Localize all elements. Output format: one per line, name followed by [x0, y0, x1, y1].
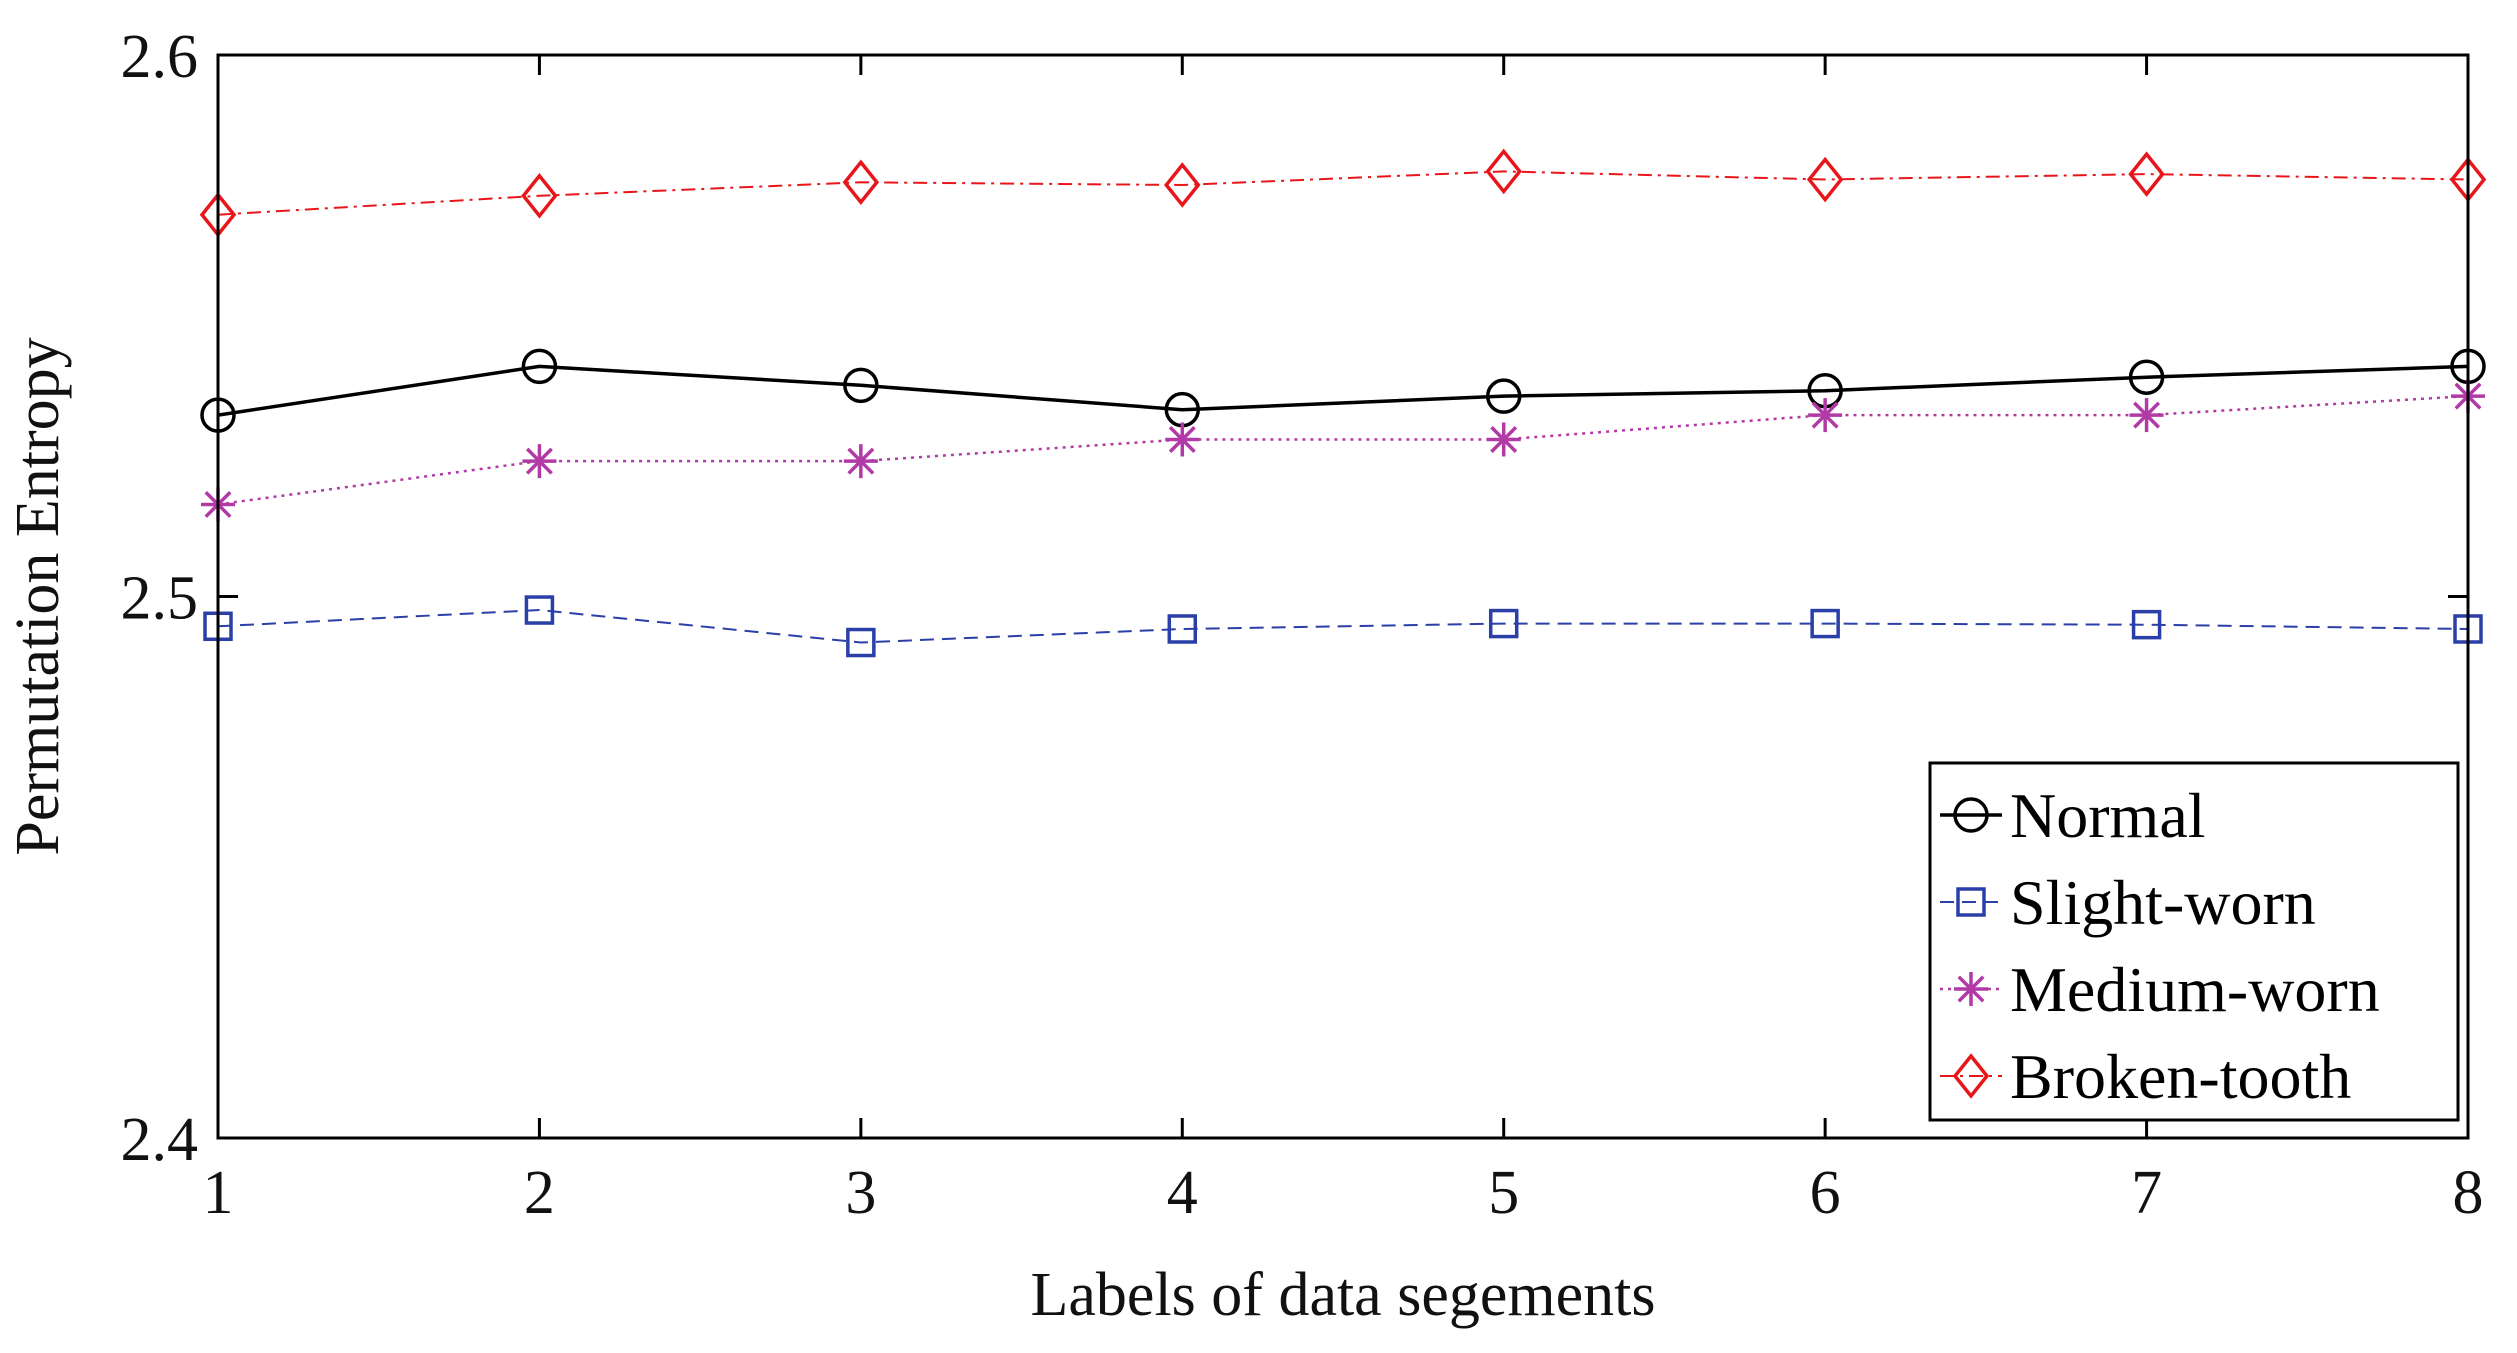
data-point-s3-4 [1165, 422, 1200, 457]
data-point-s2-5 [1488, 608, 1519, 639]
data-point-s2-7 [2131, 609, 2162, 640]
series-line-1 [217, 364, 2469, 417]
x-tick-label: 1 [203, 1159, 234, 1227]
data-point-s3-7 [2129, 398, 2164, 433]
series-line-4 [217, 170, 2469, 216]
series-4 [199, 148, 2487, 238]
data-point-s3-5 [1486, 422, 1521, 457]
y-tick-label: 2.6 [121, 23, 199, 91]
data-point-s4-6 [1806, 156, 1844, 203]
legend-item-4: Broken-tooth [1940, 1041, 2351, 1112]
y-tick-label: 2.4 [121, 1106, 199, 1174]
x-tick-label: 7 [2131, 1159, 2162, 1227]
data-point-s4-7 [2128, 151, 2165, 197]
data-point-s2-2 [524, 595, 555, 625]
y-tick-label: 2.5 [121, 565, 199, 633]
legend-label: Slight-worn [2010, 867, 2316, 938]
legend-item-2: Slight-worn [1940, 867, 2316, 938]
x-tick-label: 4 [1167, 1159, 1198, 1227]
data-point-s1-5 [1485, 378, 1522, 414]
ticks-layer: 1 2 3 4 5 6 7 8 2.4 2.5 2.6 [121, 23, 2484, 1227]
legend: Normal Slight-worn Medium-worn Broken-tooth [1928, 761, 2460, 1122]
data-point-s4-2 [521, 172, 558, 219]
x-tick-label: 3 [845, 1159, 876, 1227]
data-point-s2-4 [1167, 614, 1198, 644]
data-point-s3-3 [843, 444, 878, 479]
series-line-3 [217, 394, 2469, 506]
series-layer [199, 148, 2487, 658]
data-point-s3-6 [1808, 398, 1843, 433]
x-tick-label: 8 [2453, 1159, 2484, 1227]
legend-marker-square [1956, 887, 1986, 917]
x-tick-label: 6 [1810, 1159, 1841, 1227]
y-axis-title: Permutation Entropy [4, 337, 72, 855]
series-line-2 [217, 608, 2469, 644]
legend-box [1928, 761, 2460, 1122]
data-point-s2-3 [846, 627, 876, 658]
legend-label: Normal [2010, 780, 2206, 851]
series-2 [203, 595, 2483, 658]
data-point-s2-6 [1810, 608, 1840, 639]
legend-items: Normal Slight-worn Medium-worn Broken-tooth [1940, 780, 2380, 1112]
legend-label: Medium-worn [2010, 954, 2380, 1025]
x-axis-title: Labels of data segements [1031, 1261, 1656, 1329]
data-point-s1-3 [843, 367, 879, 404]
legend-marker-circle [1953, 797, 1989, 833]
x-tick-label: 2 [524, 1159, 555, 1227]
data-point-s1-7 [2128, 359, 2165, 395]
data-point-s4-3 [842, 159, 880, 206]
data-point-s3-2 [522, 444, 557, 479]
data-point-s1-2 [521, 348, 558, 385]
legend-item-3: Medium-worn [1940, 954, 2380, 1025]
legend-marker-asterisk [1954, 972, 1988, 1006]
series-3 [201, 379, 2485, 522]
legend-item-1: Normal [1940, 780, 2206, 851]
legend-marker-diamond [1952, 1053, 1990, 1099]
data-point-s4-4 [1164, 162, 1201, 208]
legend-label: Broken-tooth [2010, 1041, 2351, 1112]
x-tick-label: 5 [1488, 1159, 1519, 1227]
data-point-s4-5 [1485, 148, 1522, 195]
